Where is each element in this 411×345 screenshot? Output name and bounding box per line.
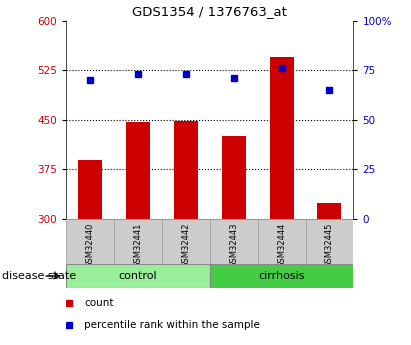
- Bar: [126, 122, 150, 219]
- Bar: [66, 219, 114, 264]
- Text: GSM32442: GSM32442: [181, 223, 190, 268]
- Text: percentile rank within the sample: percentile rank within the sample: [85, 320, 260, 330]
- Text: GSM32443: GSM32443: [229, 223, 238, 268]
- Text: count: count: [85, 298, 114, 308]
- Bar: [305, 219, 353, 264]
- Text: control: control: [118, 271, 157, 281]
- Text: cirrhosis: cirrhosis: [258, 271, 305, 281]
- Text: GSM32440: GSM32440: [85, 223, 94, 268]
- Bar: [210, 264, 353, 288]
- Bar: [210, 219, 258, 264]
- Bar: [222, 136, 245, 219]
- Bar: [162, 219, 210, 264]
- Bar: [173, 120, 198, 219]
- Bar: [258, 219, 305, 264]
- Bar: [270, 57, 293, 219]
- Bar: [78, 159, 102, 219]
- Text: GSM32444: GSM32444: [277, 223, 286, 268]
- Text: disease state: disease state: [2, 271, 76, 281]
- Title: GDS1354 / 1376763_at: GDS1354 / 1376763_at: [132, 5, 287, 18]
- Bar: [114, 219, 162, 264]
- Text: GSM32445: GSM32445: [325, 223, 334, 268]
- Bar: [66, 264, 210, 288]
- Text: GSM32441: GSM32441: [133, 223, 142, 268]
- Bar: [317, 203, 342, 219]
